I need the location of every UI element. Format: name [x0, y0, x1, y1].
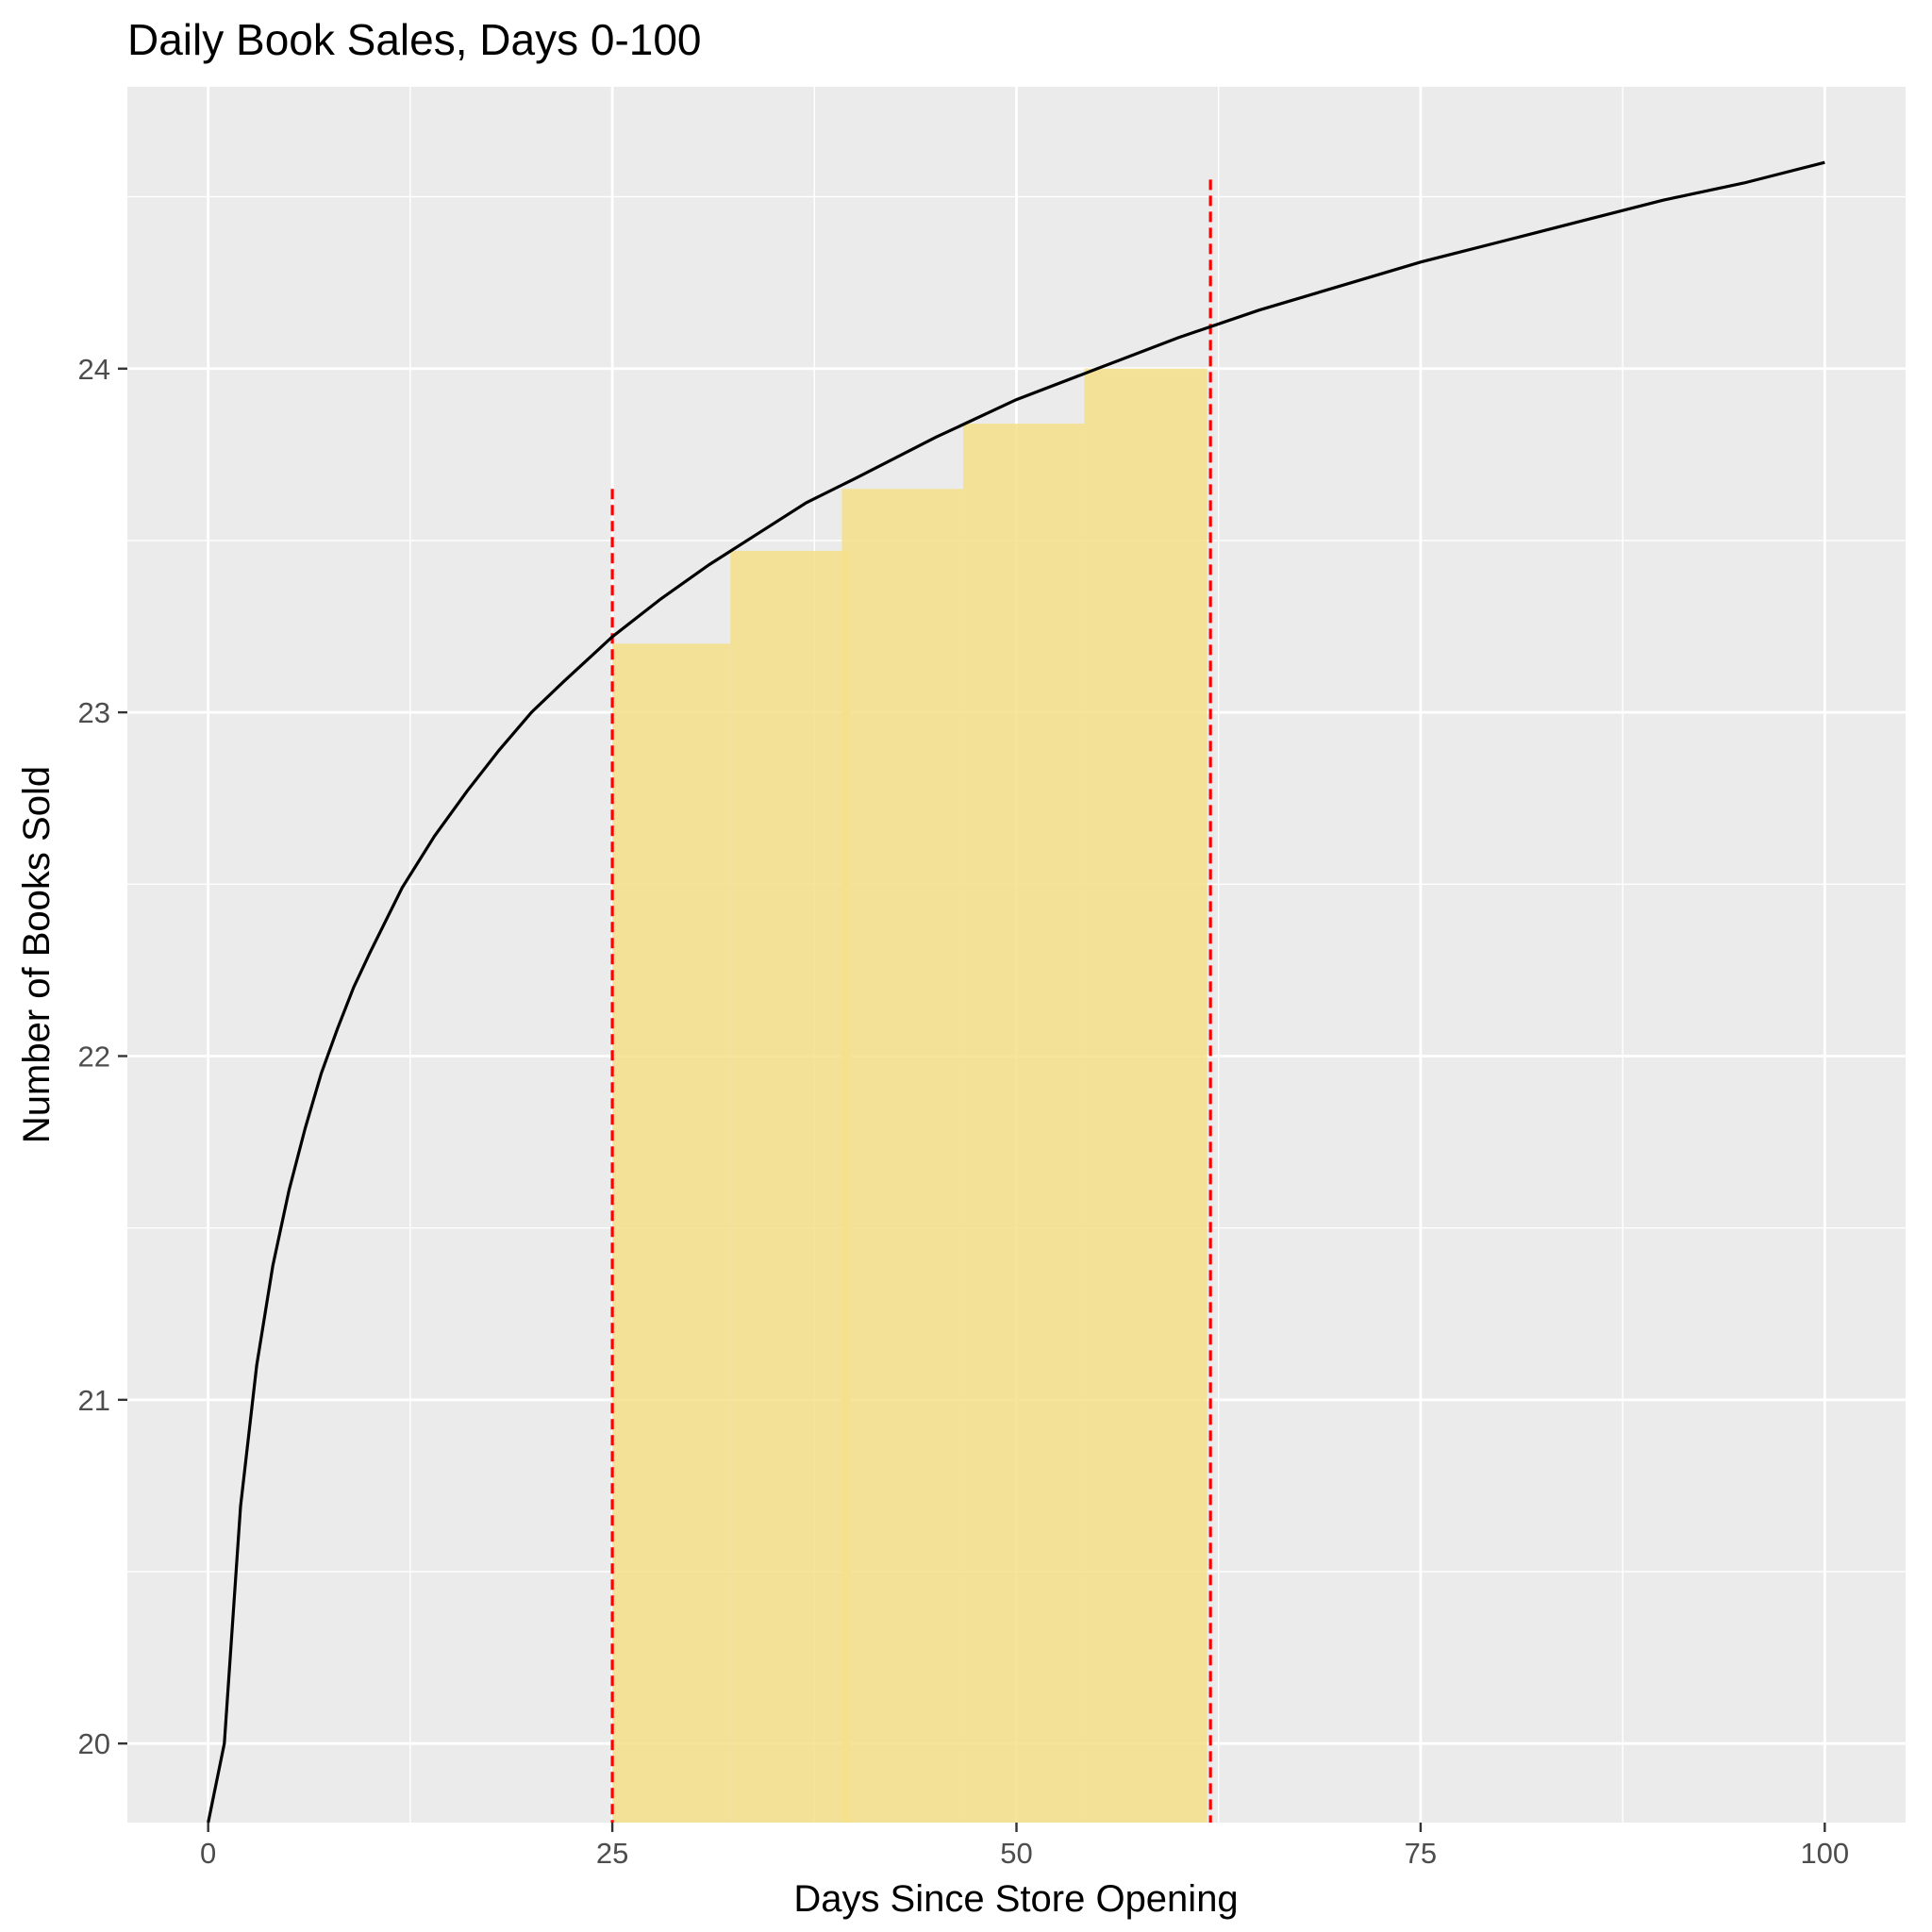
x-tick-label: 50 [1000, 1837, 1032, 1870]
x-tick-label: 75 [1405, 1837, 1437, 1870]
x-tick-label: 25 [596, 1837, 628, 1870]
bar-3 [841, 489, 963, 1823]
y-tick-label: 23 [78, 696, 110, 729]
chart-title: Daily Book Sales, Days 0-100 [127, 15, 702, 64]
x-axis-label: Days Since Store Opening [793, 1878, 1238, 1920]
y-axis: 20 21 22 23 24 [78, 353, 127, 1760]
bars [612, 368, 1208, 1824]
y-tick-label: 21 [78, 1384, 110, 1417]
y-tick-label: 20 [78, 1727, 110, 1760]
bar-5 [1084, 368, 1208, 1824]
y-tick-label: 22 [78, 1040, 110, 1073]
x-tick-label: 0 [200, 1837, 216, 1870]
bar-1 [612, 643, 731, 1823]
bar-2 [730, 550, 850, 1824]
sales-curve [207, 160, 1825, 1824]
y-axis-label: Number of Books Sold [16, 766, 58, 1143]
y-tick-label: 24 [78, 353, 110, 386]
bar-4 [962, 424, 1085, 1823]
x-axis: 0 25 50 75 100 [200, 1823, 1849, 1870]
x-tick-label: 100 [1800, 1837, 1849, 1870]
reference-lines [610, 179, 1212, 1823]
